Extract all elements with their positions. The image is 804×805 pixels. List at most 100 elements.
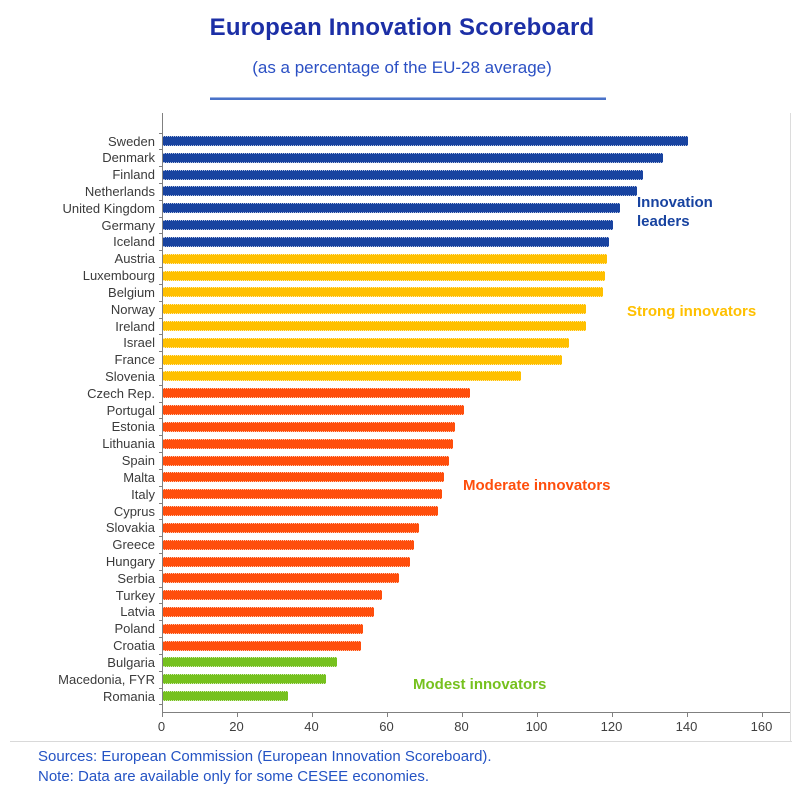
bar xyxy=(162,169,643,180)
bar xyxy=(162,421,455,432)
y-axis-tick xyxy=(158,519,162,521)
y-axis-tick xyxy=(158,250,162,252)
y-axis-tick xyxy=(158,283,162,285)
country-label: Ireland xyxy=(115,318,155,334)
bar xyxy=(162,371,521,382)
y-axis-tick xyxy=(158,132,162,134)
country-label: Hungary xyxy=(105,554,155,569)
x-axis-tick xyxy=(161,712,163,717)
country-label: Turkey xyxy=(115,587,155,603)
bar xyxy=(162,522,420,533)
page-subtitle: (as a percentage of the EU-28 average) xyxy=(252,58,552,77)
bar xyxy=(162,337,570,348)
x-axis-tick-label: 160 xyxy=(750,719,773,734)
bar xyxy=(162,287,604,298)
x-axis-tick xyxy=(686,712,688,717)
x-axis-tick-label: 20 xyxy=(229,719,244,734)
y-axis-tick xyxy=(158,267,162,269)
y-axis-tick xyxy=(158,452,162,454)
y-axis-tick xyxy=(158,317,162,319)
y-axis-tick xyxy=(158,182,162,184)
x-axis-tick-label: 0 xyxy=(157,719,166,734)
bar xyxy=(162,236,609,247)
x-axis-tick xyxy=(611,712,613,717)
country-label: Czech Rep. xyxy=(87,385,155,401)
y-axis-tick xyxy=(158,149,162,151)
country-label: Malta xyxy=(123,469,155,485)
y-axis-tick xyxy=(158,199,162,201)
y-axis-tick xyxy=(158,536,162,538)
y-axis-tick xyxy=(158,384,162,386)
y-axis-tick xyxy=(158,603,162,605)
country-label: Latvia xyxy=(120,604,155,620)
x-axis-tick-label: 140 xyxy=(675,719,698,734)
country-label: United Kingdom xyxy=(62,200,156,216)
bar xyxy=(162,438,454,449)
bar xyxy=(162,253,607,264)
plot-frame-bottom xyxy=(10,741,792,742)
x-axis-tick xyxy=(536,712,538,717)
y-axis-line xyxy=(161,113,163,712)
country-label: Macedonia, FYR xyxy=(58,671,155,687)
country-label: Bulgaria xyxy=(107,654,155,670)
bar xyxy=(162,304,587,315)
bar xyxy=(162,657,337,668)
bar xyxy=(162,674,326,685)
country-label: Norway xyxy=(110,301,155,317)
plot-frame-right xyxy=(790,113,791,742)
x-axis-tick-label: 80 xyxy=(454,719,469,734)
page-title: European Innovation Scoreboard xyxy=(209,14,595,41)
country-label: Poland xyxy=(114,621,155,637)
bar xyxy=(162,203,620,214)
country-label: Slovenia xyxy=(105,368,155,384)
country-label: Germany xyxy=(101,217,155,233)
bar xyxy=(162,573,399,584)
country-label: Slovakia xyxy=(105,520,155,536)
country-label: France xyxy=(114,352,155,368)
bar xyxy=(162,623,364,634)
x-axis-tick-label: 100 xyxy=(525,719,548,734)
y-axis-tick xyxy=(158,586,162,588)
country-label: Sweden xyxy=(108,133,155,149)
bar xyxy=(162,455,450,466)
y-axis-tick xyxy=(158,334,162,336)
y-axis-tick xyxy=(158,300,162,302)
country-label: Iceland xyxy=(113,234,155,250)
country-label: Lithuania xyxy=(102,436,155,452)
country-label: Serbia xyxy=(117,570,155,586)
y-axis-tick xyxy=(158,620,162,622)
country-label: Cyprus xyxy=(113,503,155,519)
country-label: Romania xyxy=(102,688,155,704)
y-axis-tick xyxy=(158,653,162,655)
y-axis-tick xyxy=(158,569,162,571)
y-axis-tick xyxy=(158,367,162,369)
group-annotation: Modest innovators xyxy=(413,676,547,693)
y-axis-tick xyxy=(158,166,162,168)
y-axis-tick xyxy=(158,233,162,235)
title-underline xyxy=(210,97,606,100)
x-axis-tick-label: 40 xyxy=(304,719,319,734)
bar xyxy=(162,489,442,500)
bar-chart: Sweden Denmark Finland Netherlands United Ki… xyxy=(0,105,804,765)
country-label: Austria xyxy=(114,251,155,267)
bar xyxy=(162,136,688,146)
bar xyxy=(162,606,375,617)
country-label: Spain xyxy=(121,453,155,469)
y-axis-tick xyxy=(158,468,162,470)
x-axis-tick xyxy=(236,712,238,717)
y-axis-tick xyxy=(158,637,162,639)
x-axis-line xyxy=(161,712,790,713)
country-label: Estonia xyxy=(111,419,155,435)
group-annotation: Innovation leaders xyxy=(637,194,713,230)
bar xyxy=(162,539,414,550)
x-axis-tick xyxy=(311,712,313,717)
y-axis-tick xyxy=(158,351,162,353)
y-axis-tick xyxy=(158,687,162,689)
x-axis-tick-label: 60 xyxy=(379,719,394,734)
group-annotation: Strong innovators xyxy=(627,303,757,320)
y-axis-tick xyxy=(158,401,162,403)
bar xyxy=(162,556,410,567)
y-axis-tick xyxy=(158,418,162,420)
country-label: Croatia xyxy=(113,638,155,654)
